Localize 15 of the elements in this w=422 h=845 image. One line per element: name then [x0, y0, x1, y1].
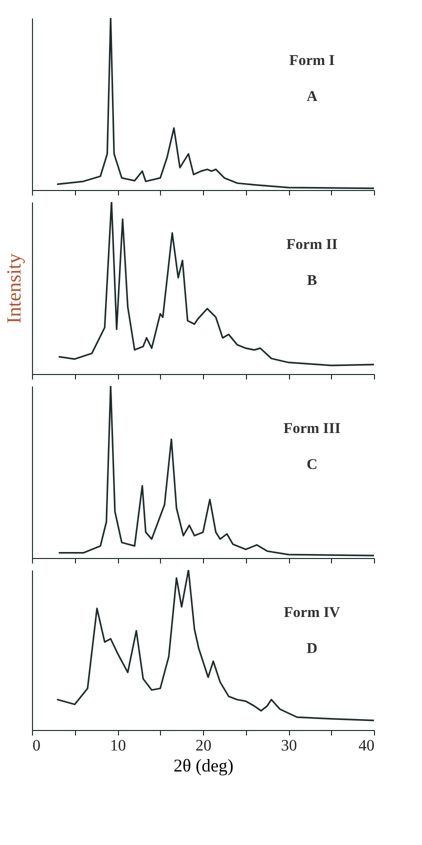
annotation: Form IV	[284, 605, 340, 621]
x-tick-label: 40	[358, 738, 374, 754]
x-tick-label: 0	[32, 738, 40, 754]
annotation: Form I	[289, 53, 335, 69]
y-axis-title: Intensity	[4, 254, 26, 324]
x-axis-title: 2θ (deg)	[173, 756, 234, 776]
annotation: B	[306, 273, 318, 289]
annotation: Form III	[283, 421, 341, 437]
x-tick-label: 10	[110, 738, 126, 754]
annotation: A	[306, 89, 318, 105]
annotation: D	[306, 641, 318, 657]
x-tick-label: 20	[196, 738, 212, 754]
x-tick-label: 30	[281, 738, 297, 754]
annotation: Form II	[286, 237, 338, 253]
annotation: C	[306, 457, 318, 473]
